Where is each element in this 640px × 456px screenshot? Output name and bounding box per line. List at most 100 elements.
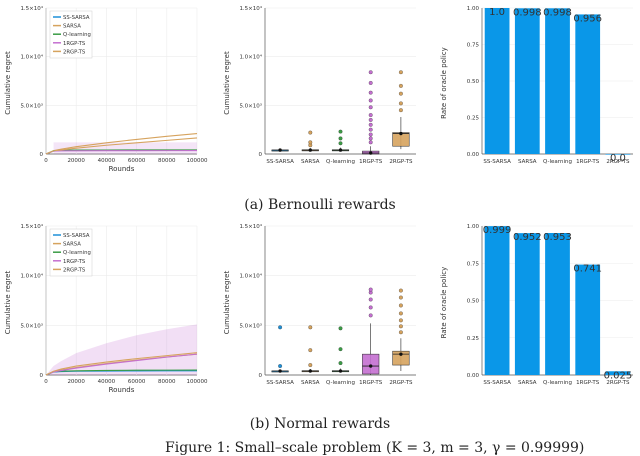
normal-box-outlier-Q-learning [338, 361, 343, 366]
bernoulli-bar-y-tick-label: 0.00 [467, 152, 480, 158]
bernoulli-bar-y-tick-label: 1.00 [467, 6, 480, 12]
bernoulli-bar-data-label: 0.956 [573, 13, 602, 24]
normal-bar-data-label: 0.025 [604, 370, 633, 381]
bernoulli-line-legend-label: Q-learning [63, 32, 91, 38]
bernoulli-line-x-tick-label: 20000 [67, 158, 85, 164]
normal-box-outlier-2RGP-TS [398, 324, 403, 329]
normal-box-outlier-SS-SARSA [278, 325, 283, 330]
normal-box-y-axis-label: Cumulative regret [223, 271, 231, 335]
bernoulli-line-y-tick-label: 1.0×10⁴ [20, 54, 43, 61]
normal-line-x-tick-label: 40000 [98, 379, 116, 385]
bernoulli-line-legend-label: SS-SARSA [63, 15, 90, 21]
normal-bar-y-tick-label: 1.00 [467, 224, 480, 230]
bernoulli-line-legend-label: SARSA [63, 24, 81, 30]
normal-bar-y-tick-label: 0.75 [467, 261, 480, 267]
caption-bernoulli: (a) Bernoulli rewards [244, 197, 396, 213]
bernoulli-box-outlier-2RGP-TS [398, 83, 403, 88]
normal-bar-x-tick-label: 1RGP-TS [576, 380, 600, 386]
bernoulli-box-x-tick-label: 2RGP-TS [389, 159, 413, 165]
bernoulli-box-outlier-1RGP-TS [368, 98, 373, 103]
bernoulli-bar-bar-SARSA [514, 8, 540, 155]
normal-box-outlier-Q-learning [338, 347, 343, 352]
bernoulli-bar-x-tick-label: SS-SARSA [483, 159, 511, 165]
bernoulli-box-outlier-Q-learning [338, 136, 343, 141]
normal-bar-bar-SARSA [514, 233, 540, 375]
normal-box-outlier-2RGP-TS [398, 318, 403, 323]
bernoulli-line-y-tick-label: 5.0×10³ [20, 102, 43, 109]
bernoulli-box-x-tick-label: SARSA [301, 159, 320, 165]
normal-box-mean-Q-learning [338, 369, 343, 373]
bernoulli-bar-y-axis-label: Rate of oracle policy [440, 47, 448, 119]
normal-box-x-tick-label: SARSA [301, 380, 320, 386]
normal-box-mean-1RGP-TS [369, 364, 373, 368]
bernoulli-bar-data-label: 0.998 [543, 7, 572, 18]
normal-box-x-tick-label: 1RGP-TS [359, 380, 383, 386]
bernoulli-box-mean-2RGP-TS [399, 131, 403, 136]
normal-bar-x-tick-label: Q-learning [543, 380, 572, 386]
normal-line-x-axis-label: Rounds [109, 386, 135, 394]
bernoulli-box-outlier-1RGP-TS [368, 117, 373, 122]
bernoulli-line-band-1RGP-TS [53, 142, 197, 154]
bernoulli-bar-data-label: 1.0 [489, 7, 505, 18]
bernoulli-box-x-tick-label: 1RGP-TS [359, 159, 383, 165]
bernoulli-bar-y-tick-label: 0.75 [467, 43, 480, 49]
normal-bar-bar-Q-learning [545, 233, 570, 375]
normal-bar-x-tick-label: SS-SARSA [483, 380, 511, 386]
normal-line-y-tick-label: 5.0×10³ [20, 322, 43, 329]
normal-box-x-tick-label: Q-learning [326, 380, 355, 386]
normal-box-outlier-SS-SARSA [278, 364, 283, 369]
bernoulli-box-y-axis-label: Cumulative regret [223, 51, 231, 115]
bernoulli-box-outlier-Q-learning [338, 141, 343, 146]
bernoulli-box-outlier-2RGP-TS [398, 108, 403, 113]
normal-bar-bar-2RGP-TS [605, 371, 631, 375]
normal-box-y-tick-label: 5.0×10³ [239, 322, 262, 329]
normal-line-y-tick-label: 1.5×10⁴ [20, 223, 43, 230]
bernoulli-line-x-tick-label: 60000 [128, 158, 146, 164]
bernoulli-box-x-tick-label: SS-SARSA [266, 159, 294, 165]
bernoulli-line-y-tick-label: 0 [40, 152, 44, 158]
normal-box-outlier-SARSA [308, 348, 313, 353]
normal-box-mean-2RGP-TS [399, 352, 403, 356]
normal-bar-y-tick-label: 0.50 [467, 299, 480, 305]
normal-bar-bar-1RGP-TS [575, 264, 601, 375]
figure-caption: Figure 1: Small–scale problem (K = 3, m … [165, 440, 585, 456]
bernoulli-box-outlier-2RGP-TS [398, 101, 403, 106]
normal-bar-y-axis-label: Rate of oracle policy [440, 267, 448, 339]
bernoulli-line-x-tick-label: 100000 [187, 158, 208, 164]
normal-box-x-tick-label: 2RGP-TS [389, 380, 413, 386]
normal-line-legend-label: Q-learning [63, 250, 91, 256]
bernoulli-line-legend-label: 2RGP-TS [63, 49, 86, 55]
bernoulli-line-x-axis-label: Rounds [109, 165, 135, 173]
normal-box-outlier-1RGP-TS [368, 305, 373, 310]
bernoulli-line-x-tick-label: 40000 [98, 158, 116, 164]
bernoulli-line-legend-label: 1RGP-TS [63, 41, 86, 47]
caption-normal: (b) Normal rewards [249, 416, 391, 432]
normal-box-outlier-Q-learning [338, 326, 343, 331]
bernoulli-box-outlier-Q-learning [338, 129, 343, 134]
bernoulli-box-outlier-1RGP-TS [368, 70, 373, 75]
bernoulli-box-outlier-2RGP-TS [398, 70, 403, 75]
bernoulli-line-x-tick-label: 80000 [158, 158, 176, 164]
bernoulli-box-y-tick-label: 1.0×10⁴ [239, 54, 262, 61]
bernoulli-box-mean-SARSA [308, 148, 312, 152]
bernoulli-line-y-axis-label: Cumulative regret [4, 51, 12, 115]
bernoulli-bar-bar-SS-SARSA [484, 8, 510, 154]
normal-line-y-tick-label: 1.0×10⁴ [20, 273, 43, 280]
bernoulli-line-series-2RGP-TS [45, 137, 198, 155]
normal-line-x-tick-label: 80000 [158, 379, 176, 385]
bernoulli-box-y-tick-label: 1.5×10⁴ [239, 5, 262, 12]
normal-box-x-tick-label: SS-SARSA [266, 380, 294, 386]
bernoulli-bar-data-label: 0.0 [610, 153, 626, 164]
normal-box-outlier-2RGP-TS [398, 288, 403, 293]
bernoulli-bar-bar-Q-learning [545, 8, 570, 155]
normal-box-outlier-1RGP-TS [368, 287, 373, 292]
bernoulli-bar-y-tick-label: 0.25 [467, 116, 480, 122]
normal-box-outlier-SARSA [308, 363, 313, 368]
normal-line-x-tick-label: 100000 [187, 379, 208, 385]
normal-box-outlier-2RGP-TS [398, 295, 403, 300]
normal-line-legend-label: 1RGP-TS [63, 259, 86, 265]
normal-box-y-tick-label: 1.5×10⁴ [239, 223, 262, 230]
normal-line-x-tick-label: 20000 [67, 379, 85, 385]
normal-line-band-1RGP-TS [46, 324, 197, 375]
